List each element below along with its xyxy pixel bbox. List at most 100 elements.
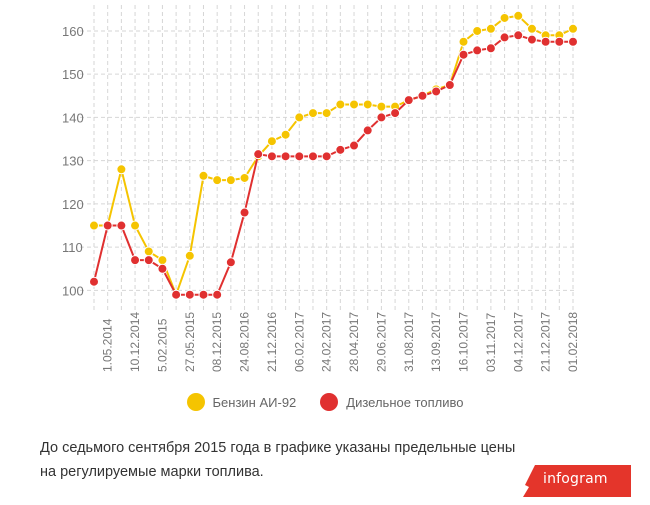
data-point-0 bbox=[294, 112, 305, 123]
data-point-1 bbox=[485, 43, 496, 54]
data-point-1 bbox=[143, 255, 154, 266]
x-tick-label: 06.02.2017 bbox=[292, 312, 306, 372]
data-point-1 bbox=[253, 149, 264, 160]
data-point-0 bbox=[239, 172, 250, 183]
legend-item-diesel[interactable]: Дизельное топливо bbox=[320, 393, 463, 411]
legend-dot-diesel bbox=[320, 393, 339, 411]
data-point-1 bbox=[307, 151, 318, 162]
x-tick-label: 08.12.2015 bbox=[210, 312, 224, 372]
data-point-1 bbox=[198, 289, 209, 300]
data-point-0 bbox=[458, 36, 469, 47]
y-tick-label: 110 bbox=[62, 240, 83, 255]
data-point-0 bbox=[362, 99, 373, 110]
data-point-0 bbox=[184, 250, 195, 261]
data-point-1 bbox=[321, 151, 332, 162]
data-point-0 bbox=[485, 23, 496, 34]
y-tick-label: 100 bbox=[62, 283, 84, 298]
data-point-1 bbox=[526, 34, 537, 45]
data-point-0 bbox=[376, 101, 387, 112]
data-point-1 bbox=[540, 36, 551, 47]
data-point-1 bbox=[280, 151, 291, 162]
data-point-0 bbox=[116, 164, 127, 175]
legend-label-diesel: Дизельное топливо bbox=[346, 394, 464, 410]
data-point-1 bbox=[444, 79, 455, 90]
y-tick-label: 150 bbox=[62, 67, 84, 82]
data-point-0 bbox=[472, 25, 483, 36]
chart-caption: До седьмого сентября 2015 года в графике… bbox=[40, 436, 560, 484]
series-line-0 bbox=[94, 14, 574, 296]
x-tick-label: 27.05.2015 bbox=[183, 312, 197, 372]
data-point-0 bbox=[526, 23, 537, 34]
data-point-1 bbox=[130, 255, 141, 266]
y-tick-label: 120 bbox=[62, 197, 84, 212]
data-point-1 bbox=[431, 86, 442, 97]
data-point-0 bbox=[212, 175, 223, 186]
infogram-logo-text: infogram bbox=[543, 471, 608, 487]
x-tick-label: 04.12.2017 bbox=[511, 312, 525, 372]
legend-label-gasoline: Бензин АИ-92 bbox=[212, 394, 297, 410]
data-point-0 bbox=[198, 170, 209, 181]
data-point-1 bbox=[513, 30, 524, 41]
data-point-1 bbox=[157, 263, 168, 274]
x-tick-label: 21.12.2016 bbox=[265, 312, 279, 372]
data-point-1 bbox=[335, 144, 346, 155]
chart-svg: 100 110 120 130 140 150 160 1.05.2014 10.12.2014… bbox=[62, 5, 580, 372]
data-point-0 bbox=[513, 10, 524, 21]
data-point-1 bbox=[239, 207, 250, 218]
data-point-0 bbox=[157, 255, 168, 266]
legend-dot-gasoline bbox=[186, 393, 205, 411]
data-point-1 bbox=[266, 151, 277, 162]
data-point-1 bbox=[417, 90, 428, 101]
data-point-0 bbox=[266, 136, 277, 147]
data-point-0 bbox=[280, 129, 291, 140]
data-point-1 bbox=[568, 36, 578, 47]
line-chart: 100 110 120 130 140 150 160 1.05.2014 10.12.2014… bbox=[62, 5, 580, 372]
data-point-1 bbox=[225, 257, 236, 268]
data-point-1 bbox=[376, 112, 387, 123]
data-point-0 bbox=[499, 12, 510, 23]
caption-line-1: До седьмого сентября 2015 года в графике… bbox=[40, 440, 516, 456]
infogram-logo[interactable]: infogram bbox=[523, 465, 631, 497]
x-tick-label: 13.09.2017 bbox=[429, 312, 443, 372]
data-point-0 bbox=[568, 23, 578, 34]
data-point-1 bbox=[499, 32, 510, 43]
data-point-0 bbox=[307, 108, 318, 119]
data-point-1 bbox=[89, 276, 99, 287]
data-point-1 bbox=[102, 220, 113, 231]
data-point-1 bbox=[294, 151, 305, 162]
data-point-0 bbox=[321, 108, 332, 119]
x-tick-label: 21.12.2017 bbox=[539, 312, 553, 372]
x-tick-label: 03.11.2017 bbox=[484, 313, 498, 372]
data-point-0 bbox=[349, 99, 360, 110]
data-point-0 bbox=[143, 246, 154, 257]
x-tick-label: 10.12.2014 bbox=[128, 312, 142, 372]
y-tick-label: 130 bbox=[62, 154, 84, 169]
x-tick-label: 29.06.2017 bbox=[374, 312, 388, 372]
infogram-logo-shape bbox=[523, 465, 631, 497]
data-point-1 bbox=[349, 140, 360, 151]
x-tick-label: 31.08.2017 bbox=[402, 312, 416, 372]
x-tick-label: 1.05.2014 bbox=[101, 318, 115, 372]
data-point-1 bbox=[403, 95, 414, 106]
chart-legend: Бензин АИ-92 Дизельное топливо bbox=[0, 393, 650, 411]
data-point-1 bbox=[458, 49, 469, 60]
y-tick-label: 140 bbox=[62, 110, 84, 125]
legend-item-gasoline[interactable]: Бензин АИ-92 bbox=[186, 393, 297, 411]
data-point-1 bbox=[362, 125, 373, 136]
caption-line-2: на регулируемые марки топлива. bbox=[40, 464, 264, 480]
data-point-1 bbox=[554, 36, 565, 47]
data-point-1 bbox=[212, 289, 223, 300]
data-point-0 bbox=[225, 175, 236, 186]
data-point-1 bbox=[116, 220, 127, 231]
data-point-1 bbox=[184, 289, 195, 300]
data-point-1 bbox=[171, 289, 182, 300]
data-point-0 bbox=[89, 220, 99, 231]
x-tick-label: 28.04.2017 bbox=[347, 312, 361, 372]
data-point-1 bbox=[472, 45, 483, 56]
x-tick-label: 5.02.2015 bbox=[155, 318, 169, 372]
data-point-0 bbox=[130, 220, 141, 231]
x-tick-label: 24.02.2017 bbox=[320, 312, 334, 372]
data-point-0 bbox=[335, 99, 346, 110]
x-tick-label: 16.10.2017 bbox=[457, 312, 471, 372]
x-tick-label: 24.08.2016 bbox=[238, 312, 252, 372]
